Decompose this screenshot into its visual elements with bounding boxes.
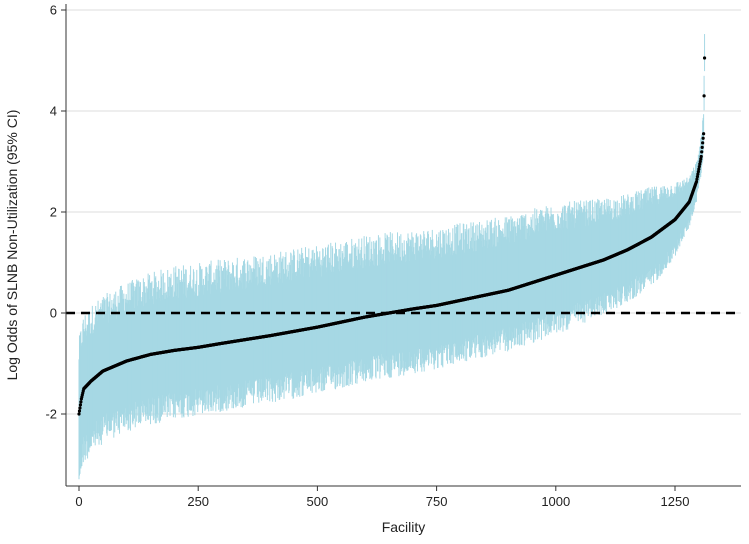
point-estimate [698, 162, 702, 166]
x-tick-label: 250 [187, 494, 209, 509]
point-estimate [700, 145, 704, 149]
y-axis-title: Log Odds of SLNB Non-Utilization (95% CI… [4, 110, 20, 381]
x-tick-label: 1000 [541, 494, 570, 509]
point-estimate [699, 154, 703, 159]
point-estimate [700, 150, 704, 154]
point-estimate [694, 180, 699, 184]
point-estimate [699, 157, 703, 161]
point-estimate [77, 412, 81, 416]
tick-labels: -2 0 2 4 6 0 250 500 750 1000 1250 [45, 3, 689, 510]
x-tick-label: 1250 [661, 494, 690, 509]
point-estimate [698, 159, 702, 164]
ci-bars [78, 34, 706, 480]
point-estimate [696, 170, 700, 174]
point-estimate [701, 136, 705, 140]
point-estimates [77, 56, 707, 416]
axes [65, 4, 741, 487]
point-estimate [696, 172, 700, 176]
y-tick-label: 4 [50, 104, 57, 119]
x-tick-label: 500 [307, 494, 329, 509]
point-estimate [79, 400, 83, 404]
y-tick-label: 2 [50, 205, 57, 220]
y-tick-label: -2 [45, 407, 57, 422]
x-tick-label: 0 [75, 494, 82, 509]
point-estimate [78, 403, 83, 407]
point-estimate [77, 409, 82, 413]
y-tick-label: 0 [50, 306, 57, 321]
point-estimate [702, 56, 707, 60]
y-tick-label: 6 [50, 3, 57, 18]
x-axis-title: Facility [382, 519, 426, 535]
point-estimate [702, 94, 706, 98]
point-estimate [78, 406, 82, 410]
point-estimate [697, 164, 701, 169]
x-tick-label: 750 [426, 494, 448, 509]
point-estimate [697, 167, 701, 171]
point-estimate [695, 175, 700, 179]
point-estimate [701, 141, 705, 145]
point-estimate [695, 177, 699, 181]
point-estimate [702, 132, 706, 136]
